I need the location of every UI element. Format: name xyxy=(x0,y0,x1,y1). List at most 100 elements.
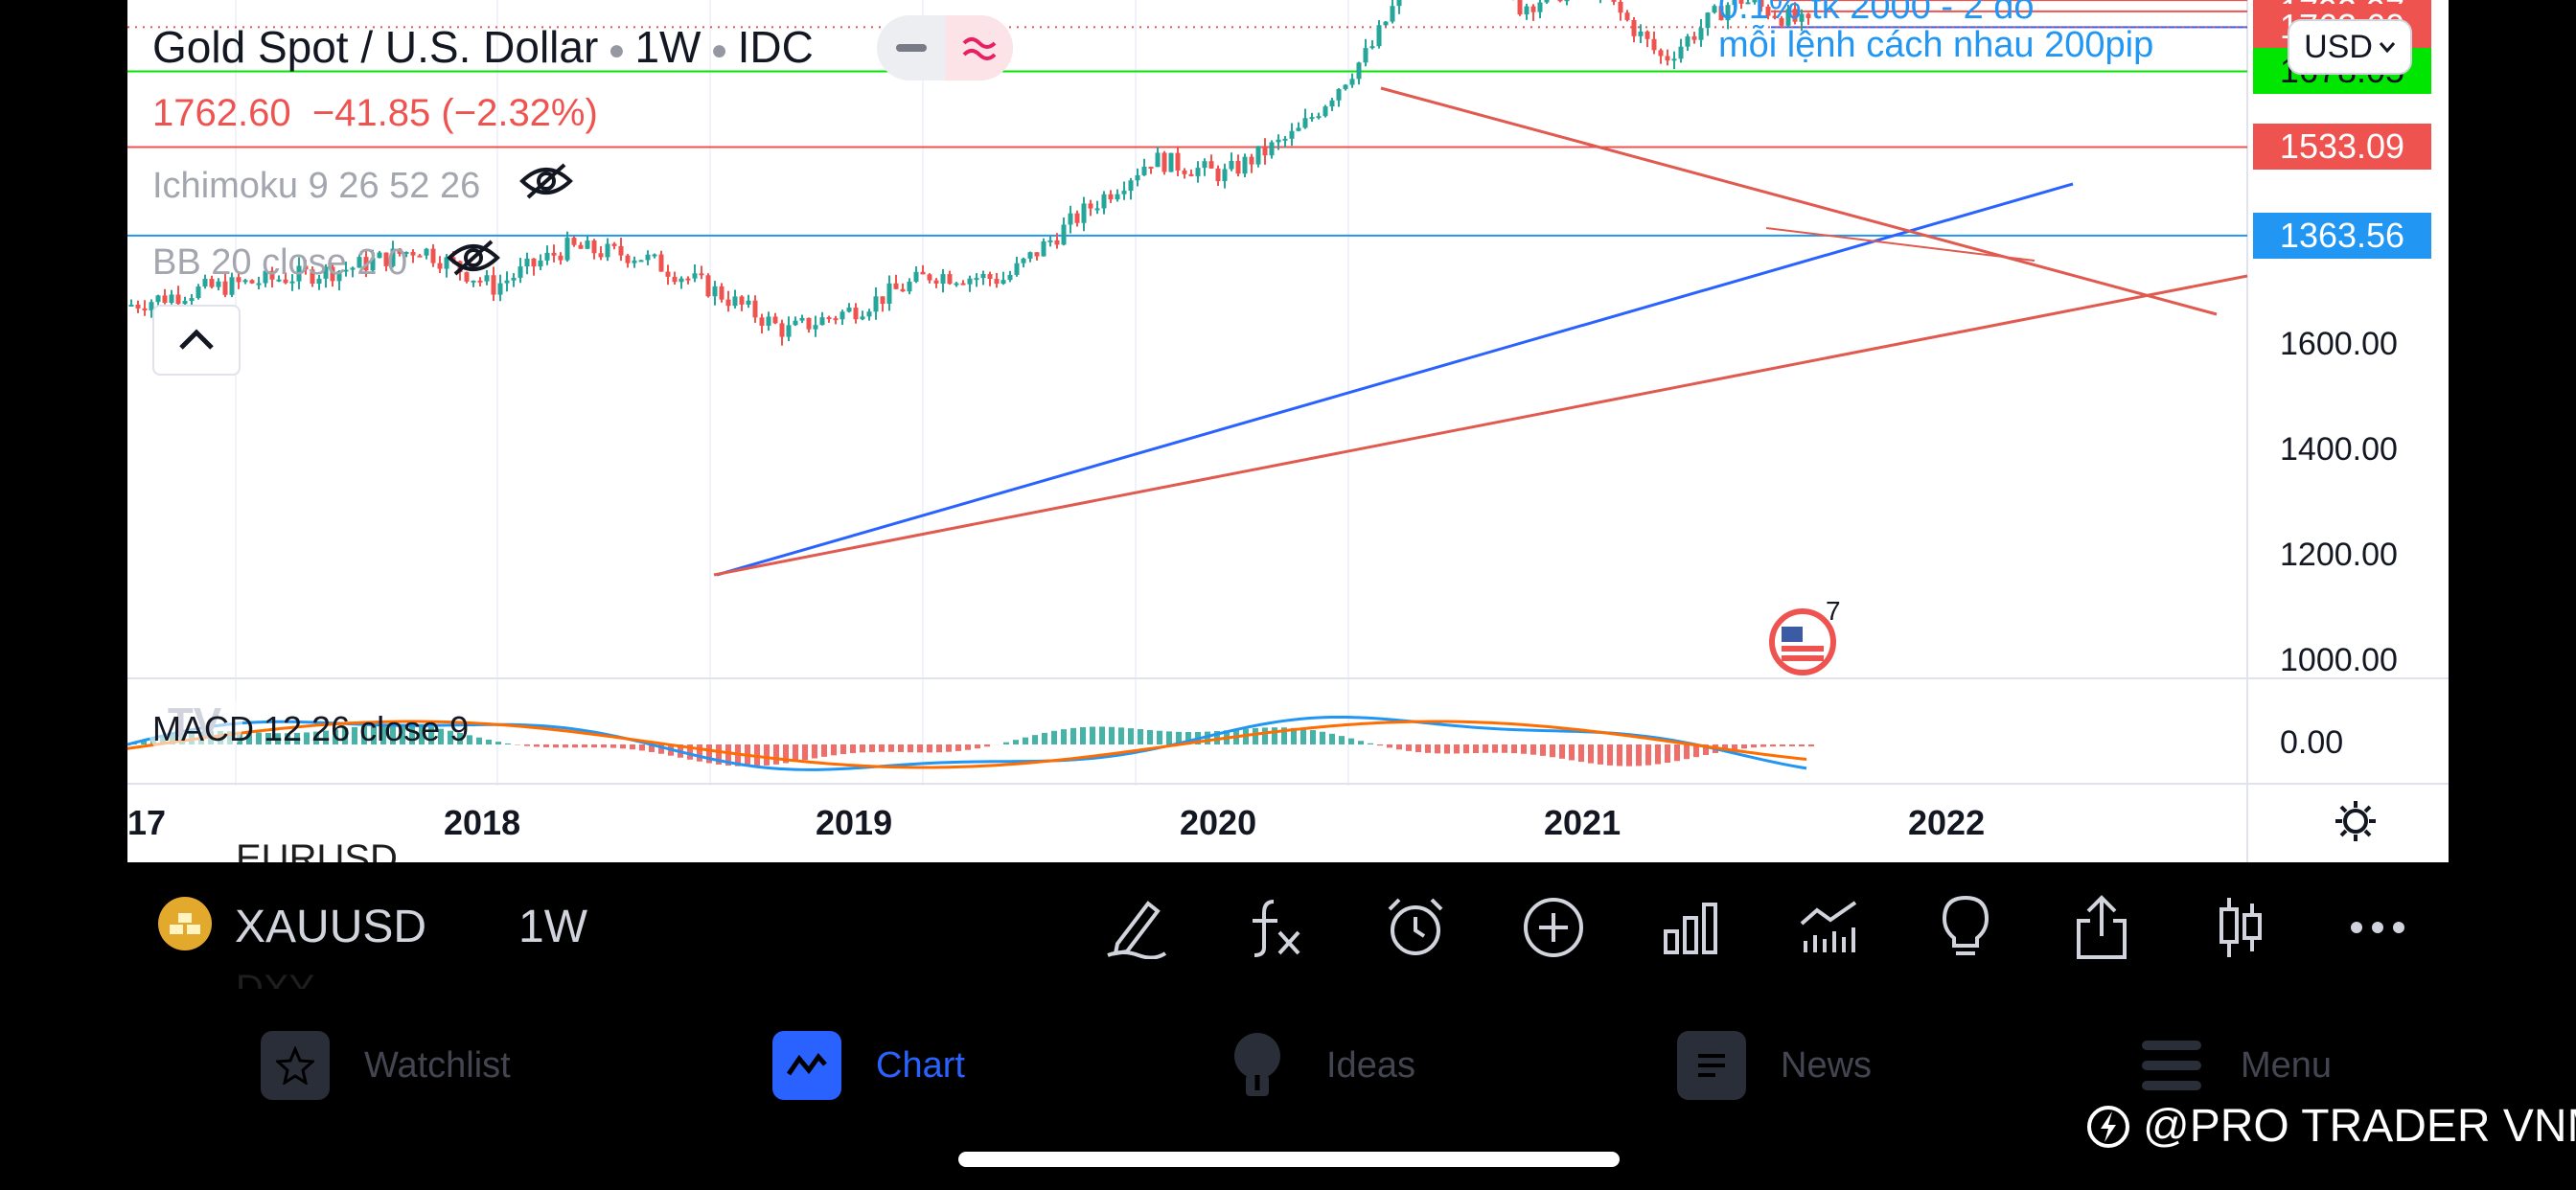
candle-body xyxy=(544,252,550,261)
candle-body xyxy=(739,296,745,305)
candle-body xyxy=(1175,152,1181,171)
events-count: 7 xyxy=(1826,596,1841,626)
candle-body xyxy=(732,296,738,307)
function-icon xyxy=(1253,900,1300,957)
alerts-button[interactable] xyxy=(1379,891,1452,964)
chart-type-button[interactable] xyxy=(1655,891,1728,964)
candle-body xyxy=(377,252,382,259)
pen-icon xyxy=(1107,901,1167,959)
candle-body xyxy=(813,325,818,330)
candle-body xyxy=(1530,6,1536,12)
candle-body xyxy=(1054,240,1060,245)
eye-hidden-icon[interactable] xyxy=(446,238,501,287)
chart-panel[interactable]: Gold Spot / U.S. Dollar ● 1W ● IDC 1762.60 −… xyxy=(127,0,2449,862)
symbol-legend[interactable]: Gold Spot / U.S. Dollar ● 1W ● IDC xyxy=(152,21,814,73)
macd-histogram-bar xyxy=(1291,727,1297,744)
home-indicator[interactable] xyxy=(958,1152,1620,1167)
candle-body xyxy=(1000,280,1006,285)
candle-body xyxy=(1336,88,1342,101)
macd-histogram-bar xyxy=(543,744,549,747)
candle-body xyxy=(712,286,718,297)
candle-body xyxy=(1101,194,1107,209)
tab-watchlist[interactable]: Watchlist xyxy=(261,1027,511,1104)
candle-body xyxy=(692,273,698,279)
macd-histogram-bar xyxy=(649,744,655,752)
macd-histogram-bar xyxy=(1760,744,1766,747)
tab-ideas[interactable]: Ideas xyxy=(1223,1027,1415,1104)
candle-body xyxy=(967,278,973,285)
candle-body xyxy=(1658,50,1664,57)
macd-histogram-bar xyxy=(1492,744,1498,753)
tab-news[interactable]: News xyxy=(1677,1027,1872,1104)
candle-body xyxy=(330,266,335,282)
macd-histogram-bar xyxy=(1300,728,1306,744)
price-axis-label: 1200.00 xyxy=(2280,537,2398,573)
candle-body xyxy=(1799,13,1805,22)
drawing-tools-button[interactable] xyxy=(1099,891,1172,964)
macd-histogram-bar xyxy=(1530,744,1536,755)
price-chart[interactable] xyxy=(127,0,2449,862)
macd-histogram-bar xyxy=(409,724,415,744)
candle-body xyxy=(289,281,295,284)
macd-histogram-bar xyxy=(1789,744,1795,746)
macd-histogram-bar xyxy=(1118,727,1124,744)
macd-histogram-bar xyxy=(1262,727,1268,744)
macd-histogram-bar xyxy=(1339,736,1345,744)
macd-histogram-bar xyxy=(141,741,147,744)
candle-body xyxy=(216,281,221,287)
macd-histogram-bar xyxy=(1080,726,1086,744)
candle-body xyxy=(1242,156,1248,174)
bar-chart-icon xyxy=(1664,903,1717,954)
add-button[interactable] xyxy=(1517,891,1590,964)
macd-histogram-bar xyxy=(984,744,990,747)
more-button[interactable] xyxy=(2341,891,2414,964)
candle-body xyxy=(1229,160,1234,170)
chevron-down-icon xyxy=(2379,42,2396,53)
macd-histogram-bar xyxy=(1569,744,1575,761)
macd-histogram-bar xyxy=(1157,730,1162,744)
indicator-ichimoku[interactable]: Ichimoku 9 26 52 26 xyxy=(152,161,574,211)
macd-histogram-bar xyxy=(294,732,300,744)
candle-body xyxy=(390,248,396,266)
compare-button[interactable] xyxy=(1793,891,1866,964)
macd-histogram-bar xyxy=(553,744,559,748)
candle-body xyxy=(880,296,886,305)
price-tag[interactable]: 1363.56 xyxy=(2253,212,2431,259)
share-button[interactable] xyxy=(2065,891,2138,964)
collapse-legend-button[interactable] xyxy=(152,305,241,376)
macd-histogram-bar xyxy=(1013,740,1019,744)
indicator-bollinger[interactable]: BB 20 close 2 0 xyxy=(152,238,501,287)
candle-body xyxy=(672,276,678,283)
macd-histogram-bar xyxy=(1109,726,1115,744)
tab-menu[interactable]: Menu xyxy=(2137,1027,2332,1104)
candle-body xyxy=(1128,180,1134,192)
gear-icon[interactable] xyxy=(2334,799,2378,848)
macd-histogram-bar xyxy=(1023,737,1028,744)
price-tag[interactable]: 1533.09 xyxy=(2253,124,2431,171)
candle-body xyxy=(853,308,859,320)
candle-body xyxy=(1195,168,1201,176)
candle-body xyxy=(142,308,148,310)
eye-hidden-icon[interactable] xyxy=(518,161,574,211)
candle-body xyxy=(860,316,865,320)
economic-events-badge[interactable]: 7 xyxy=(1766,596,1843,678)
symbol-search-button[interactable]: XAUUSD xyxy=(235,902,427,952)
currency-selector[interactable]: USD xyxy=(2288,19,2412,75)
tab-label: Ideas xyxy=(1326,1044,1415,1086)
last-price: 1762.60 xyxy=(152,92,291,134)
candle-body xyxy=(826,317,832,320)
macd-histogram-bar xyxy=(869,744,875,752)
indicators-button[interactable] xyxy=(1237,891,1310,964)
ideas-button[interactable] xyxy=(1929,891,2002,964)
minus-icon[interactable] xyxy=(877,15,945,80)
macd-histogram-bar xyxy=(1741,744,1747,749)
tab-chart[interactable]: Chart xyxy=(772,1027,965,1104)
legend-toggle-group[interactable] xyxy=(877,15,1013,80)
candles-button[interactable] xyxy=(2203,891,2276,964)
candle-body xyxy=(1007,274,1013,281)
candle-body xyxy=(1322,106,1328,117)
annotation-line-1: 0.1% tk 2000 - 2 đồ xyxy=(1718,0,2035,27)
interval-button[interactable]: 1W xyxy=(518,902,587,952)
candle-body xyxy=(893,283,899,289)
wave-icon[interactable] xyxy=(945,15,1013,80)
